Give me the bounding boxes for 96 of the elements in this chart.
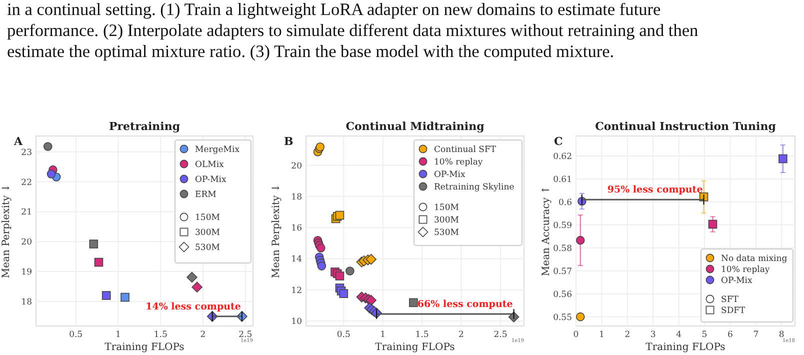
y-tick-label: 23 xyxy=(21,148,32,158)
point xyxy=(409,298,418,308)
y-tick-label: 12 xyxy=(291,286,302,296)
legend-label: No data mixing xyxy=(721,254,788,264)
x-tick-label: 0.5 xyxy=(69,330,83,340)
point xyxy=(346,266,354,276)
y-tick-label: 21 xyxy=(21,208,32,218)
y-tick-label: 0.57 xyxy=(553,266,572,277)
chart-title: Pretraining xyxy=(108,120,180,133)
legend-label: 10% replay xyxy=(434,158,483,168)
point xyxy=(778,154,788,164)
legend-label: OP-Mix xyxy=(721,276,753,286)
legend-label: OLMix xyxy=(195,160,224,170)
x-tick-label: 0 xyxy=(573,330,579,340)
y-tick-label: 14 xyxy=(291,254,302,265)
y-tick-label: 19 xyxy=(21,268,32,278)
chart-title: Continual Instruction Tuning xyxy=(595,120,776,133)
y-tick-label: 0.62 xyxy=(553,152,572,162)
point xyxy=(46,170,56,178)
y-tick-label: 10 xyxy=(291,317,302,328)
chart-title: Continual Midtraining xyxy=(346,120,485,133)
point xyxy=(89,240,98,248)
legend-label: Continual SFT xyxy=(434,145,496,155)
point xyxy=(186,272,198,283)
x-axis-title: Training FLOPs xyxy=(375,342,455,353)
y-tick-label: 22 xyxy=(21,178,32,188)
x-tick-label: 4 xyxy=(676,330,682,340)
x-tick-label: 8 xyxy=(778,330,784,340)
legend-label: SFT xyxy=(721,295,739,305)
x-tick-label: 6 xyxy=(728,330,733,340)
y-axis-title: Mean Perplexity ↓ xyxy=(271,184,282,278)
point xyxy=(317,262,326,270)
legend-label: OP-Mix xyxy=(195,175,227,185)
point xyxy=(192,282,202,292)
y-tick-label: 16 xyxy=(291,224,302,234)
annotation: 95% less compute xyxy=(607,184,703,196)
legend-label: 300M xyxy=(434,216,460,226)
legend-label: Retraining Skyline xyxy=(434,182,514,192)
x-axis-title: Training FLOPs xyxy=(104,342,184,353)
text: in a continual setting. (1) Train a lightweight LoRA adapter on new domains to estimate future xyxy=(7,0,662,19)
x-tick-label: 1.5 xyxy=(154,330,168,340)
point xyxy=(335,272,344,280)
annotation: 14% less compute xyxy=(146,301,241,312)
y-tick-label: 20 xyxy=(21,238,32,248)
point xyxy=(366,254,376,265)
legend-label: 530M xyxy=(195,243,220,253)
y-axis-title: Mean Perplexity ↓ xyxy=(1,184,12,278)
y-tick-label: 0.59 xyxy=(553,220,572,231)
legend-label: ERM xyxy=(195,190,217,200)
legend-label: OP-Mix xyxy=(434,170,466,180)
point xyxy=(339,289,348,298)
point xyxy=(576,312,585,322)
text: performance. (2) Interpolate adapters to simulate different data mixtures without retraining and then xyxy=(7,21,699,40)
x-tick-label: 7 xyxy=(753,330,759,340)
y-axis-title: Mean Accuracy ↑ xyxy=(541,186,552,276)
point xyxy=(576,236,585,245)
point xyxy=(316,244,326,252)
legend-label: 530M xyxy=(434,228,460,238)
x-tick-label: 1 xyxy=(598,330,604,340)
x-axis-title: Training FLOPs xyxy=(646,342,726,353)
y-tick-label: 0.56 xyxy=(553,290,572,300)
point xyxy=(335,210,344,220)
x-tick-label: 5 xyxy=(702,330,708,340)
y-tick-label: 20 xyxy=(291,161,302,172)
text: C xyxy=(554,135,563,148)
x-tick-label: 2 xyxy=(200,330,206,340)
text: B xyxy=(284,135,294,148)
point xyxy=(94,258,104,267)
x-tick-label: 3 xyxy=(650,330,656,340)
y-tick-label: 0.55 xyxy=(553,312,572,323)
legend-label: 300M xyxy=(195,228,220,238)
point xyxy=(120,292,130,302)
y-tick-label: 18 xyxy=(291,192,302,202)
legend-label: MergeMix xyxy=(195,145,240,155)
legend-label: SDFT xyxy=(721,306,746,316)
legend-label: 150M xyxy=(195,213,220,223)
x-tick-label: 1 xyxy=(380,330,386,340)
point xyxy=(366,294,376,306)
text: estimate the optimal mixture ratio. (3) Train the base model with the computed mixture. xyxy=(7,42,614,61)
point xyxy=(43,142,52,151)
legend-label: 150M xyxy=(434,203,460,213)
x-tick-label: 1 xyxy=(116,330,121,340)
y-tick-label: 0.61 xyxy=(553,174,572,185)
text: A xyxy=(13,135,23,148)
x-tick-label: 1.5 xyxy=(415,330,429,340)
annotation: 66% less compute xyxy=(417,299,513,310)
x-tick-label: 2.5 xyxy=(494,330,508,340)
x-tick-label: 2 xyxy=(624,330,630,340)
x-tick-label: 2 xyxy=(458,330,464,340)
legend-label: 10% replay xyxy=(721,265,770,275)
y-tick-label: 0.6 xyxy=(558,198,572,208)
y-tick-label: 18 xyxy=(21,297,32,308)
y-tick-label: 0.58 xyxy=(553,244,572,254)
point xyxy=(102,291,111,300)
point xyxy=(708,220,718,229)
x-tick-label: 0.5 xyxy=(336,330,350,340)
